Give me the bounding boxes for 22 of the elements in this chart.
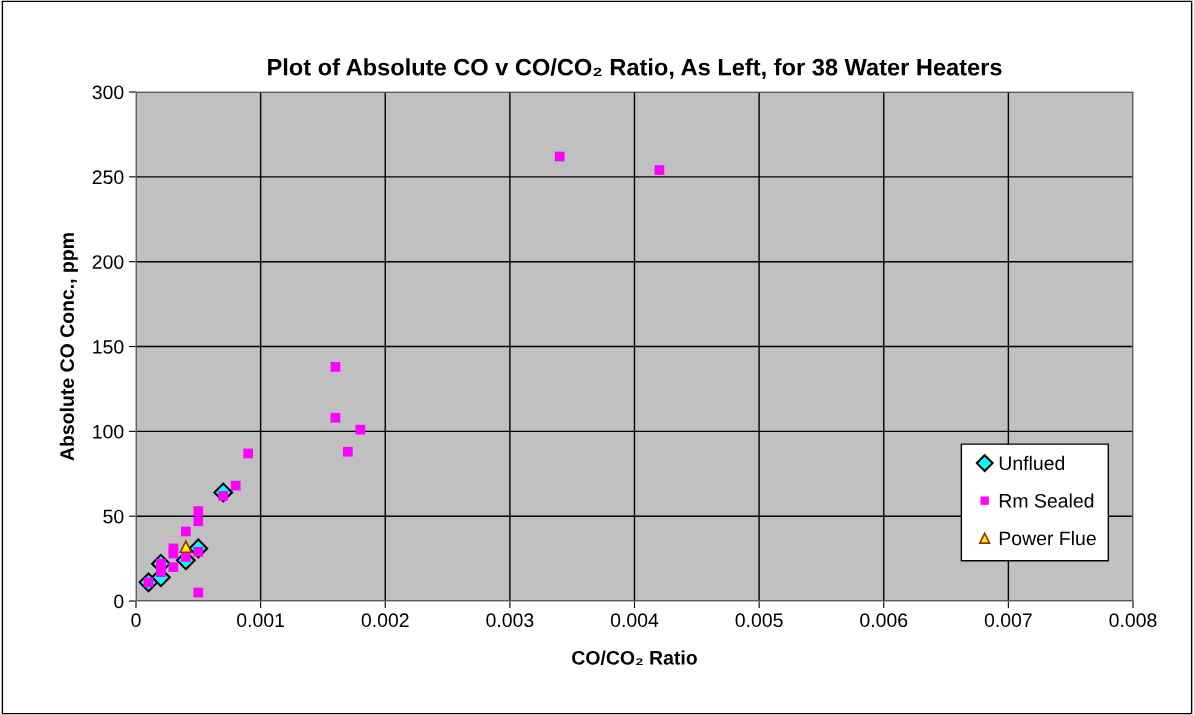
y-tick-label: 100 (93, 424, 124, 439)
x-tick-label: 0.007 (984, 613, 1032, 628)
legend-label: Power Flue (999, 530, 1096, 546)
y-tick-label: 50 (103, 509, 124, 524)
legend-label: Rm Sealed (999, 493, 1094, 508)
y-tick-label: 300 (92, 85, 124, 100)
y-tick-label: 200 (92, 255, 124, 269)
x-axis-title: CO/CO₂ Ratio (572, 650, 697, 666)
y-tick-label: 250 (92, 170, 124, 185)
chart-title: Plot of Absolute CO v CO/CO₂ Ratio, As Left, for 38 Water Heaters (268, 58, 1002, 80)
legend-label: Unflued (999, 455, 1065, 471)
y-tick-label: 150 (93, 339, 124, 354)
x-tick-label: 0.008 (1109, 613, 1157, 628)
x-tick-label: 0 (131, 613, 141, 628)
y-axis-title: Absolute CO Conc., ppm (59, 233, 78, 461)
x-tick-label: 0.006 (860, 613, 908, 628)
x-tick-label: 0.003 (486, 613, 534, 628)
x-tick-label: 0.002 (361, 613, 409, 628)
y-tick-label: 0 (114, 594, 124, 609)
x-tick-label: 0.005 (735, 613, 783, 628)
x-tick-label: 0.004 (610, 613, 659, 628)
x-tick-label: 0.001 (237, 613, 284, 628)
